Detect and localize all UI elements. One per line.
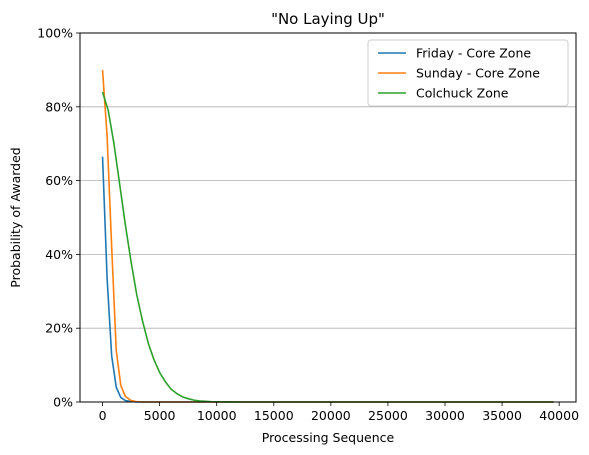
x-tick-label: 20000 [311, 408, 351, 423]
x-tick-label: 35000 [482, 408, 522, 423]
x-tick-label: 5000 [144, 408, 176, 423]
y-tick-label: 100% [37, 26, 73, 41]
gridlines [80, 106, 576, 329]
y-tick-label: 0% [53, 395, 73, 410]
x-tick-label: 30000 [425, 408, 465, 423]
legend: Friday - Core Zone Sunday - Core Zone Colc… [367, 39, 569, 107]
x-tick-label: 40000 [539, 408, 579, 423]
plot-area-frame [79, 32, 577, 403]
y-tick-label: 80% [45, 99, 73, 114]
legend-label: Colchuck Zone [416, 86, 509, 101]
y-tick-label: 60% [45, 173, 73, 188]
y-tick-label: 20% [45, 321, 73, 336]
x-tick-label: 25000 [368, 408, 408, 423]
legend-label: Friday - Core Zone [416, 46, 531, 61]
y-axis-label: Probability of Awarded [8, 147, 23, 287]
legend-label: Sunday - Core Zone [416, 66, 540, 81]
x-tick-label: 10000 [197, 408, 237, 423]
x-tick-label: 0 [99, 408, 107, 423]
legend-box [367, 39, 569, 107]
axis-ticks: 0 5000 10000 15000 20000 25000 30000 35000 40000… [37, 26, 579, 424]
x-axis-label: Processing Sequence [262, 430, 395, 445]
x-tick-label: 15000 [254, 408, 294, 423]
chart-title: "No Laying Up" [271, 10, 385, 28]
y-tick-label: 40% [45, 247, 73, 262]
